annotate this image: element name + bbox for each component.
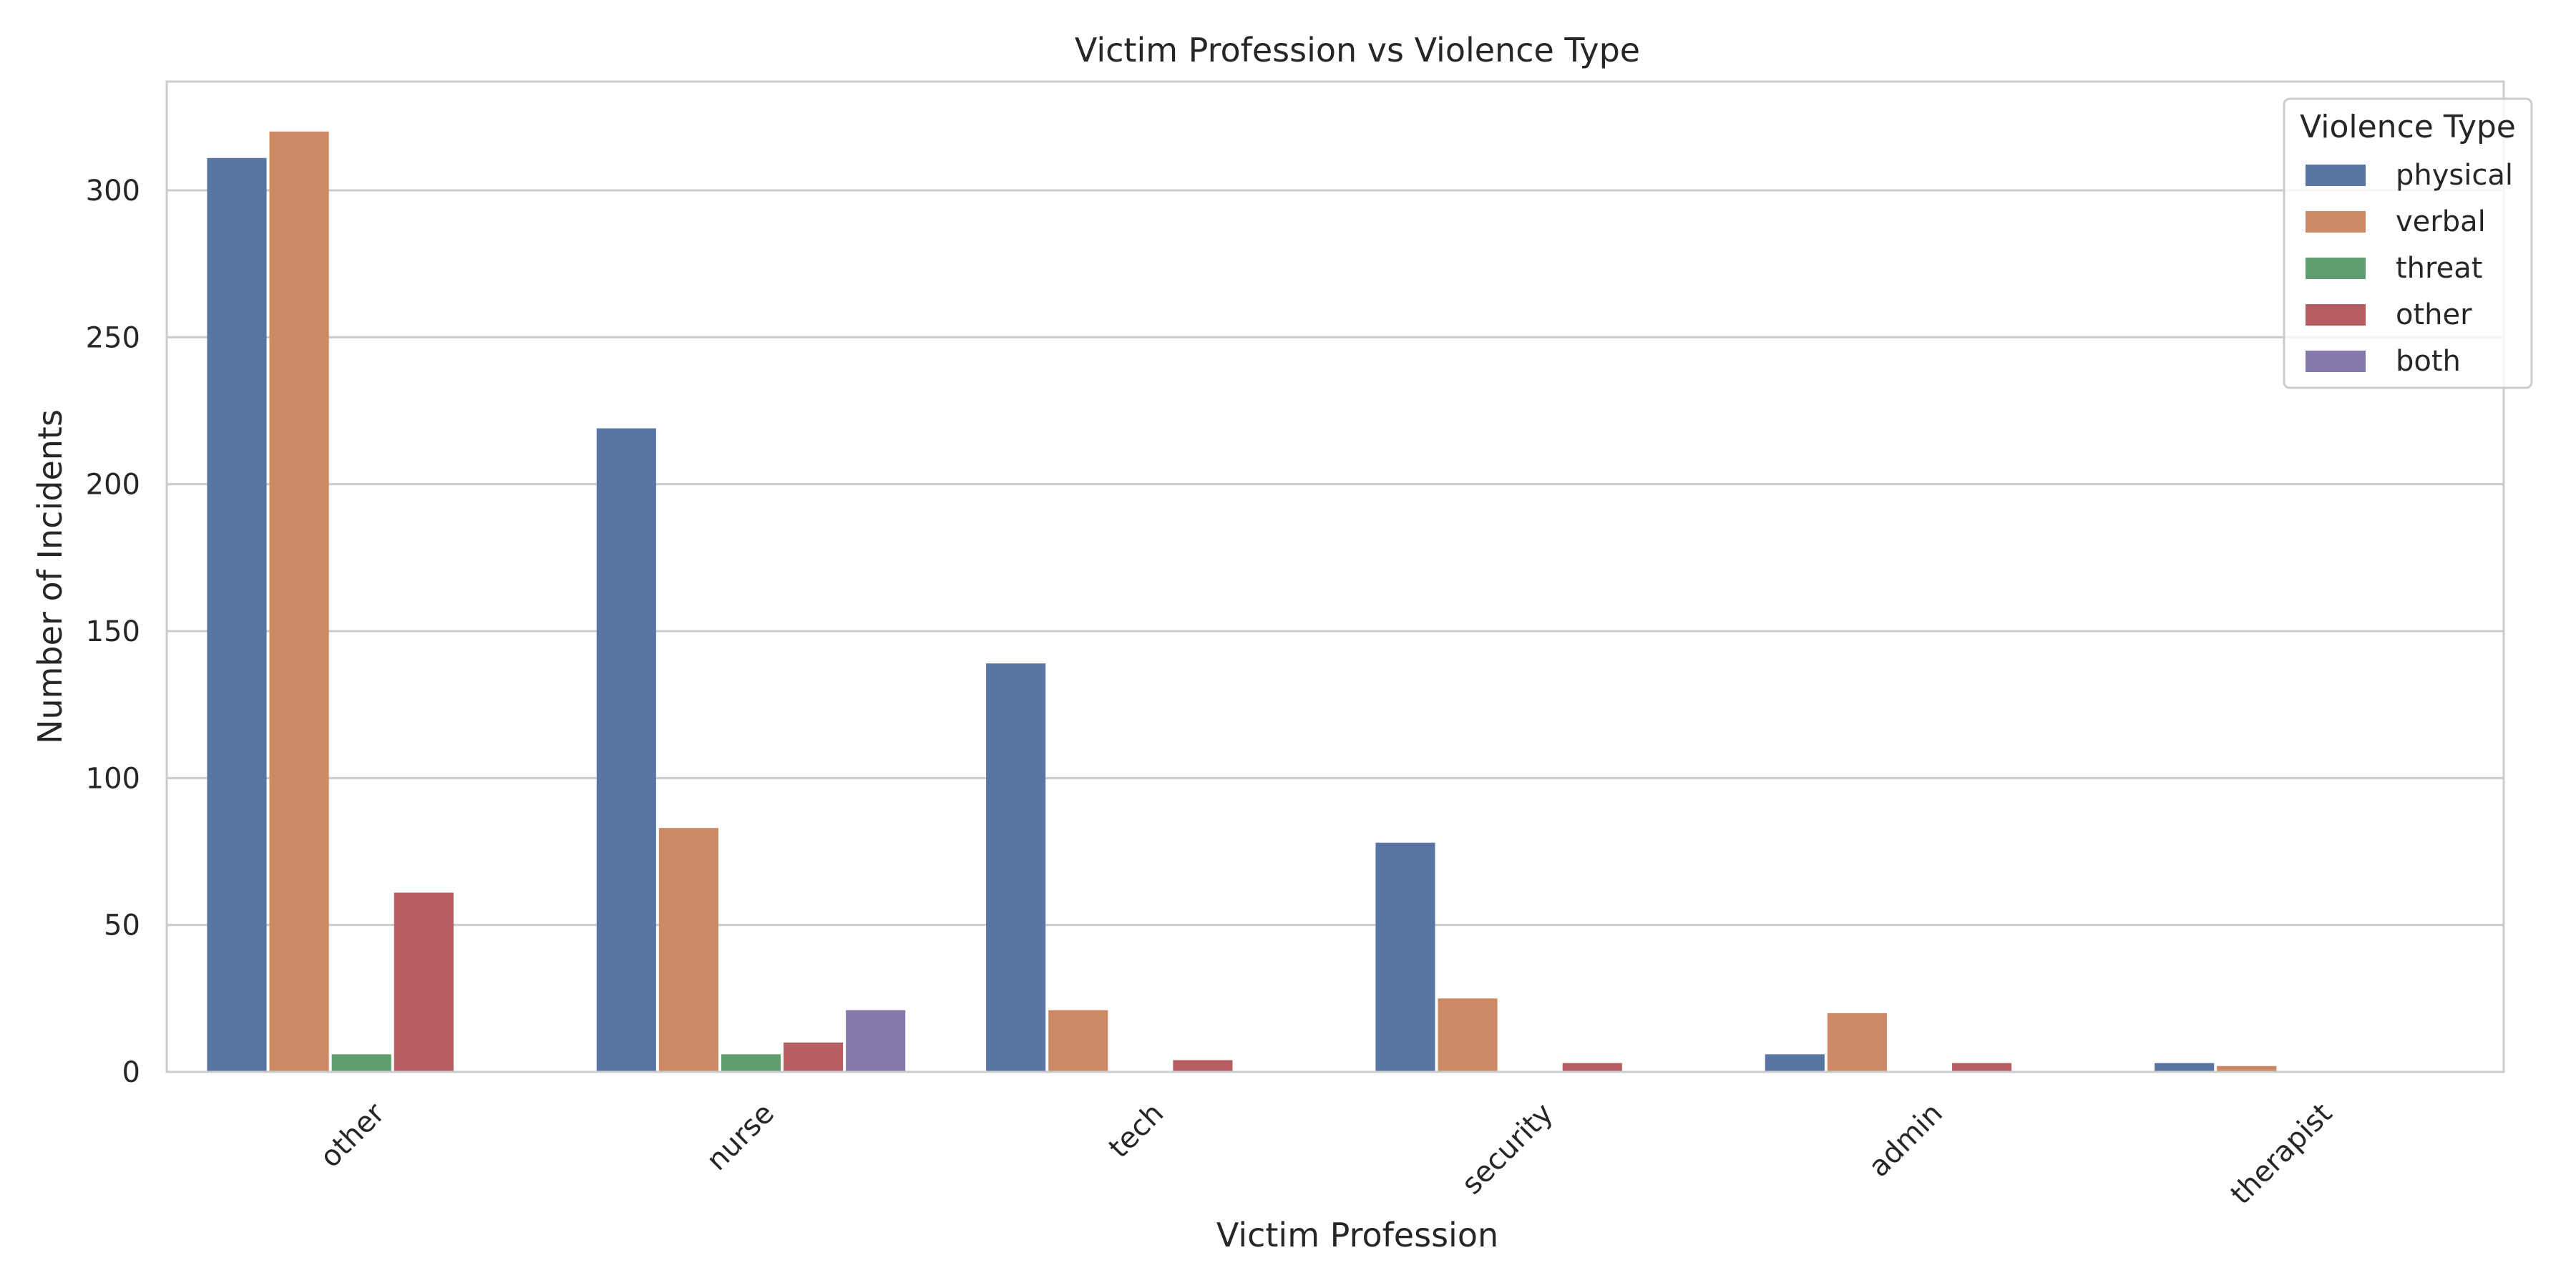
bar-other-admin — [1952, 1063, 2012, 1072]
bar-verbal-security — [1438, 998, 1498, 1072]
legend-title: Violence Type — [2300, 109, 2516, 145]
bar-physical-tech — [986, 663, 1046, 1072]
legend-label-threat: threat — [2396, 252, 2482, 285]
y-tick-labels: 0 50 100 150 200 250 300 — [86, 175, 140, 1089]
y-tick-label: 200 — [86, 469, 140, 502]
legend-items: physical verbal threat other both — [2306, 159, 2513, 378]
y-tick-label: 300 — [86, 175, 140, 208]
y-tick-label: 250 — [86, 321, 140, 354]
legend-swatch-both — [2306, 351, 2366, 372]
legend: Violence Type physical verbal threat other b… — [2283, 97, 2533, 389]
plot-frame — [165, 80, 2505, 1073]
legend-swatch-verbal — [2306, 211, 2366, 233]
x-axis-label: Victim Profession — [1216, 1216, 1498, 1254]
bar-verbal-therapist — [2217, 1065, 2277, 1072]
chart-title: Victim Profession vs Violence Type — [1075, 31, 1640, 69]
bar-threat-other — [331, 1054, 391, 1072]
bar-other-tech — [1173, 1060, 1233, 1072]
y-tick-label: 150 — [86, 615, 140, 648]
legend-swatch-other — [2306, 304, 2366, 326]
y-tick-label: 0 — [122, 1056, 140, 1089]
bar-verbal-nurse — [658, 828, 718, 1072]
y-tick-label: 100 — [86, 762, 140, 795]
bars — [207, 131, 2277, 1072]
legend-swatch-physical — [2306, 165, 2366, 186]
bar-verbal-tech — [1048, 1010, 1108, 1072]
y-axis-label: Number of Incidents — [31, 409, 69, 744]
legend-label-verbal: verbal — [2396, 205, 2486, 238]
grid — [167, 189, 2504, 1073]
bar-other-security — [1562, 1063, 1622, 1072]
bar-other-nurse — [784, 1042, 844, 1072]
legend-label-both: both — [2396, 345, 2461, 378]
bar-threat-nurse — [721, 1054, 781, 1072]
bar-verbal-admin — [1827, 1013, 1887, 1072]
bar-other-other — [394, 892, 454, 1072]
bar-physical-other — [207, 157, 267, 1072]
bar-physical-nurse — [596, 428, 656, 1072]
legend-label-physical: physical — [2396, 159, 2513, 192]
bar-verbal-other — [269, 131, 329, 1072]
legend-label-other: other — [2396, 298, 2472, 331]
bar-physical-admin — [1765, 1054, 1825, 1072]
y-tick-label: 50 — [104, 909, 140, 942]
bar-physical-security — [1375, 842, 1435, 1072]
bar-physical-therapist — [2155, 1063, 2215, 1072]
bar-both-nurse — [846, 1010, 906, 1072]
legend-swatch-threat — [2306, 258, 2366, 279]
